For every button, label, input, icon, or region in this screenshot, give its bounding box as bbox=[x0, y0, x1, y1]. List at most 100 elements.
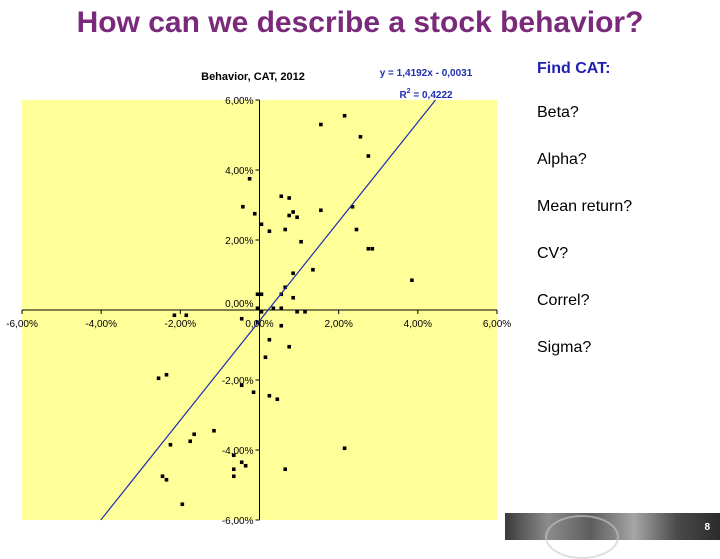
data-point bbox=[267, 337, 272, 342]
data-point bbox=[287, 196, 291, 200]
data-point bbox=[192, 432, 196, 437]
coins-footer-image: 8 bbox=[505, 513, 720, 559]
question-sigma: Sigma? bbox=[537, 339, 592, 356]
data-point bbox=[287, 213, 291, 218]
chart-title: Behavior, CAT, 2012 bbox=[201, 71, 305, 83]
data-point bbox=[164, 372, 169, 377]
data-point bbox=[366, 246, 371, 251]
data-point bbox=[291, 271, 295, 276]
page-number: 8 bbox=[704, 522, 710, 533]
trendline-group bbox=[100, 99, 436, 521]
data-point bbox=[259, 222, 264, 227]
data-points bbox=[156, 113, 414, 507]
data-point bbox=[279, 194, 284, 199]
x-tick-label: 0,00% bbox=[245, 319, 273, 330]
y-tick-label: -6,00% bbox=[222, 516, 254, 527]
data-point bbox=[295, 215, 299, 220]
data-point bbox=[342, 446, 347, 451]
data-point bbox=[188, 439, 193, 444]
data-point bbox=[283, 285, 288, 290]
data-point bbox=[263, 355, 268, 360]
slide-title: How can we describe a stock behavior? bbox=[76, 6, 644, 39]
side-panel: Find CAT: Beta? Alpha? Mean return? CV? … bbox=[537, 60, 717, 386]
data-point bbox=[251, 390, 256, 395]
data-point bbox=[239, 460, 244, 465]
data-point bbox=[303, 309, 307, 314]
data-point bbox=[283, 227, 288, 232]
y-tick-label: 2,00% bbox=[225, 236, 253, 247]
data-point bbox=[212, 428, 216, 433]
data-point bbox=[295, 309, 299, 314]
data-point bbox=[164, 477, 169, 482]
data-point bbox=[291, 295, 295, 300]
data-point bbox=[279, 306, 284, 311]
data-point bbox=[299, 239, 303, 244]
data-point bbox=[267, 393, 272, 398]
data-point bbox=[172, 313, 177, 318]
data-point bbox=[271, 306, 276, 311]
data-point bbox=[247, 176, 252, 181]
data-point bbox=[291, 210, 295, 214]
tick-labels: -6,00% -4,00% -2,00% 0,00% 2,00% 4,00% 6,00% -6… bbox=[6, 96, 511, 527]
data-point bbox=[243, 463, 248, 468]
data-point bbox=[410, 278, 414, 283]
data-point bbox=[241, 204, 245, 209]
question-cv: CV? bbox=[537, 245, 569, 262]
y-tick-label: -2,00% bbox=[222, 376, 254, 387]
data-point bbox=[231, 467, 236, 472]
trendline bbox=[100, 99, 436, 521]
y-tick-label: 6,00% bbox=[225, 96, 253, 107]
data-point bbox=[231, 453, 236, 458]
trendline-equation: y = 1,4192x - 0,0031 bbox=[380, 68, 473, 79]
data-point bbox=[358, 134, 363, 139]
question-mean-return: Mean return? bbox=[537, 198, 633, 215]
y-tick-label: -4,00% bbox=[222, 446, 254, 457]
x-tick-label: 2,00% bbox=[324, 319, 352, 330]
x-tick-label: -4,00% bbox=[85, 319, 117, 330]
y-tick-label: 4,00% bbox=[225, 166, 253, 177]
r-squared-prefix: R bbox=[399, 90, 407, 101]
data-point bbox=[275, 397, 280, 402]
data-point bbox=[354, 227, 359, 232]
data-point bbox=[319, 122, 323, 127]
data-point bbox=[283, 467, 288, 472]
data-point bbox=[255, 320, 260, 325]
x-tick-label: -2,00% bbox=[164, 319, 196, 330]
question-alpha: Alpha? bbox=[537, 151, 587, 168]
axes bbox=[21, 99, 498, 521]
data-point bbox=[239, 316, 244, 321]
y-tick-label: 0,00% bbox=[225, 299, 253, 310]
r-squared-label: R2 = 0,4222 bbox=[399, 88, 453, 101]
data-point bbox=[342, 113, 347, 118]
question-correl: Correl? bbox=[537, 292, 590, 309]
question-beta: Beta? bbox=[537, 104, 579, 121]
data-point bbox=[267, 229, 272, 234]
data-point bbox=[319, 208, 323, 213]
x-tick-label: -6,00% bbox=[6, 319, 38, 330]
r-squared-value: = 0,4222 bbox=[411, 90, 453, 101]
scatter-chart: -6,00% -4,00% -2,00% 0,00% 2,00% 4,00% 6,00% -6… bbox=[0, 60, 520, 540]
data-point bbox=[366, 154, 371, 158]
r-squared-superscript: 2 bbox=[407, 88, 411, 95]
data-point bbox=[184, 313, 189, 318]
data-point bbox=[279, 323, 284, 328]
data-point bbox=[239, 383, 244, 388]
data-point bbox=[287, 344, 291, 349]
x-tick-label: 6,00% bbox=[483, 319, 511, 330]
data-point bbox=[168, 442, 173, 447]
data-point bbox=[156, 376, 161, 381]
data-point bbox=[311, 267, 315, 272]
data-point bbox=[252, 211, 257, 216]
data-point bbox=[255, 306, 260, 311]
data-point bbox=[160, 474, 165, 479]
data-point bbox=[259, 309, 264, 314]
data-point bbox=[255, 292, 260, 297]
side-heading: Find CAT: bbox=[537, 60, 611, 77]
data-point bbox=[370, 246, 375, 251]
data-point bbox=[180, 502, 185, 507]
data-point bbox=[231, 474, 236, 479]
data-point bbox=[350, 204, 355, 209]
chart-canvas: -6,00% -4,00% -2,00% 0,00% 2,00% 4,00% 6,00% -6… bbox=[6, 68, 511, 527]
data-point bbox=[259, 292, 264, 297]
x-tick-label: 4,00% bbox=[404, 319, 432, 330]
